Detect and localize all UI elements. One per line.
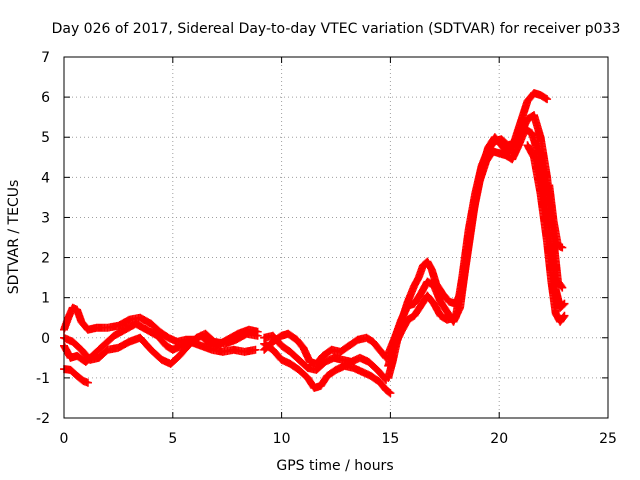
series-track-7 (260, 331, 391, 384)
x-tick-label: 0 (60, 431, 69, 447)
x-axis-label: GPS time / hours (276, 458, 393, 474)
series-track-3 (60, 319, 260, 366)
data-point (386, 389, 395, 398)
series-track-11 (523, 141, 569, 326)
x-tick-label: 10 (273, 431, 291, 447)
gridlines (64, 57, 608, 418)
y-tick-label: 3 (41, 210, 50, 226)
series-track-6 (260, 339, 395, 398)
y-tick-label: 5 (41, 130, 50, 146)
x-tick-label: 25 (599, 431, 617, 447)
x-tick-label: 20 (490, 431, 508, 447)
plot-frame (63, 56, 609, 419)
series-track-1 (60, 365, 92, 387)
data-point (541, 94, 550, 103)
x-tick-label: 15 (381, 431, 399, 447)
data-point (559, 300, 568, 309)
y-axis-label: SDTVAR / TECUs (6, 180, 22, 295)
data-point (558, 243, 567, 252)
data-point (253, 331, 262, 340)
y-tick-label: 7 (41, 50, 50, 66)
data-point (559, 312, 568, 321)
data-point (385, 388, 394, 397)
series-track-4 (60, 329, 262, 368)
y-tick-label: -2 (36, 411, 50, 427)
y-tick-label: 0 (41, 331, 50, 347)
data-points (60, 89, 569, 398)
series-track-5 (260, 329, 391, 368)
y-tick-label: 6 (41, 90, 50, 106)
y-tick-label: 4 (41, 170, 50, 186)
data-point (543, 95, 552, 104)
data-point (83, 378, 92, 387)
series-track-12 (545, 181, 567, 252)
data-point (560, 311, 569, 320)
data-point (558, 283, 567, 292)
tick-labels: 0 5 10 15 20 25 -2 -1 0 1 2 3 4 5 6 7 (36, 50, 617, 447)
data-point (251, 345, 260, 354)
y-tick-label: 1 (41, 291, 50, 307)
x-tick-label: 5 (168, 431, 177, 447)
chart-title: Day 026 of 2017, Sidereal Day-to-day VTE… (52, 21, 621, 37)
data-point (560, 299, 569, 308)
y-tick-label: -1 (36, 371, 50, 387)
y-tick-label: 2 (41, 251, 50, 267)
